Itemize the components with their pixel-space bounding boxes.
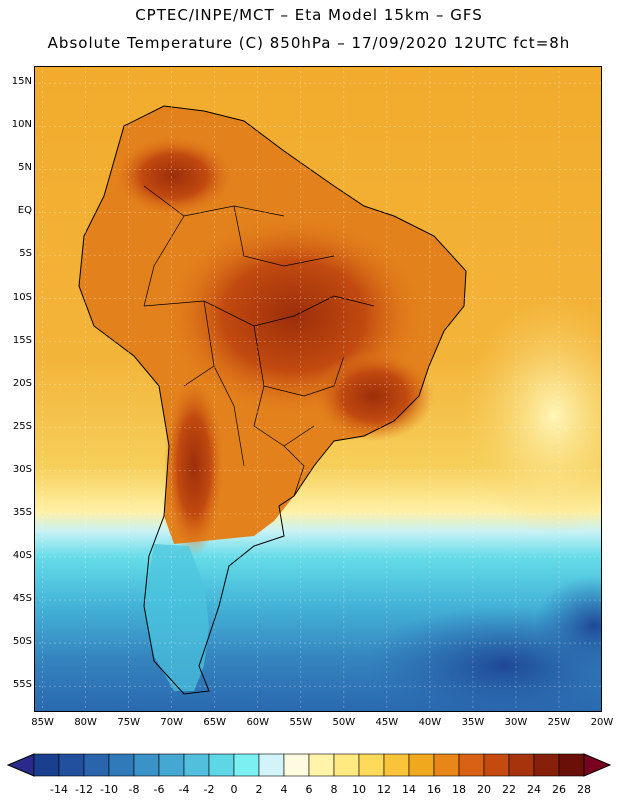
colorbar-tick-label: 8 bbox=[330, 783, 338, 796]
lon-label: 70W bbox=[160, 717, 183, 728]
heat-core-north bbox=[114, 136, 234, 216]
colorbar-tick-label: -2 bbox=[203, 783, 215, 796]
colorbar-high-arrow bbox=[583, 753, 612, 777]
colorbar-swatch bbox=[533, 753, 560, 777]
colorbar-tick-label: 20 bbox=[477, 783, 491, 796]
colorbar bbox=[6, 753, 612, 777]
colorbar-swatch bbox=[183, 753, 210, 777]
colorbar-tick-label: 24 bbox=[527, 783, 541, 796]
heat-core-southeast bbox=[314, 351, 434, 441]
lon-label: 35W bbox=[461, 717, 485, 728]
lat-label: 15N bbox=[11, 76, 32, 88]
colorbar-swatch bbox=[483, 753, 510, 777]
colorbar-tick-label: 6 bbox=[305, 783, 313, 796]
colorbar-swatch bbox=[158, 753, 185, 777]
colorbar-tick-label: 22 bbox=[502, 783, 516, 796]
lon-label: 50W bbox=[332, 717, 356, 728]
lat-label: 10N bbox=[11, 119, 32, 131]
colorbar-low-arrow bbox=[6, 753, 35, 777]
colorbar-swatch bbox=[408, 753, 435, 777]
lat-label: 5N bbox=[18, 162, 32, 174]
lat-label: 30S bbox=[12, 463, 32, 475]
colorbar-swatch bbox=[133, 753, 160, 777]
lat-label: 15S bbox=[12, 334, 32, 346]
colorbar-tick-label: 16 bbox=[427, 783, 441, 796]
lon-label: 40W bbox=[418, 717, 442, 728]
lon-label: 75W bbox=[117, 717, 140, 728]
heat-core-andes bbox=[164, 376, 224, 556]
lon-label: 55W bbox=[289, 717, 313, 728]
colorbar-tick-label: -10 bbox=[100, 783, 118, 796]
colorbar-swatch bbox=[433, 753, 460, 777]
country-borders bbox=[143, 185, 375, 497]
colorbar-tick-label: -14 bbox=[50, 783, 68, 796]
lon-label: 25W bbox=[547, 717, 571, 728]
colorbar-tick-label: 10 bbox=[352, 783, 366, 796]
colorbar-tick-label: -8 bbox=[128, 783, 140, 796]
map-frame bbox=[34, 66, 602, 712]
patagonia-land bbox=[144, 544, 209, 691]
colorbar-swatch bbox=[458, 753, 485, 777]
lat-label: 50S bbox=[12, 636, 32, 648]
colorbar-swatch bbox=[208, 753, 235, 777]
colorbar-swatch bbox=[383, 753, 410, 777]
lon-label: 20W bbox=[590, 717, 614, 728]
colorbar-swatch bbox=[508, 753, 535, 777]
lat-label: 5S bbox=[19, 248, 32, 260]
colorbar-tick-label: -4 bbox=[178, 783, 190, 796]
colorbar-tick-label: 0 bbox=[230, 783, 238, 796]
temperature-map bbox=[34, 66, 602, 712]
colorbar-tick-label: 12 bbox=[377, 783, 391, 796]
colorbar-tick-label: -12 bbox=[75, 783, 93, 796]
colorbar-swatch bbox=[308, 753, 335, 777]
lon-label: 85W bbox=[31, 717, 54, 728]
colorbar-swatch bbox=[58, 753, 85, 777]
lon-label: 80W bbox=[74, 717, 97, 728]
coastline bbox=[78, 105, 467, 695]
colorbar-tick-label: 14 bbox=[402, 783, 416, 796]
colorbar-tick-label: 2 bbox=[255, 783, 263, 796]
colorbar-swatch bbox=[558, 753, 585, 777]
warm-ocean-patch bbox=[464, 296, 602, 536]
lat-label: 20S bbox=[12, 377, 32, 389]
colorbar-tick-label: -6 bbox=[153, 783, 165, 796]
colorbar-swatch bbox=[233, 753, 260, 777]
colorbar-swatch bbox=[108, 753, 135, 777]
cold-pool-southeast bbox=[534, 576, 602, 676]
lat-label: 55S bbox=[12, 679, 32, 691]
title-line-2: Absolute Temperature (C) 850hPa – 17/09/… bbox=[47, 34, 571, 52]
lat-label: 25S bbox=[12, 420, 32, 432]
colorbar-swatch bbox=[358, 753, 385, 777]
colorbar-tick-label: 26 bbox=[552, 783, 566, 796]
lon-label: 65W bbox=[203, 717, 227, 728]
colorbar-tick-label: 4 bbox=[280, 783, 288, 796]
lon-label: 60W bbox=[246, 717, 270, 728]
lon-label: 30W bbox=[504, 717, 528, 728]
lat-label: 40S bbox=[12, 549, 32, 561]
lat-label: 10S bbox=[12, 291, 32, 303]
colorbar-swatch bbox=[33, 753, 60, 777]
colorbar-tick-label: 28 bbox=[577, 783, 591, 796]
title-line-1: CPTEC/INPE/MCT – Eta Model 15km – GFS bbox=[135, 6, 483, 24]
lat-label: 45S bbox=[12, 593, 32, 605]
lat-label: EQ bbox=[17, 205, 32, 217]
colorbar-tick-label: 18 bbox=[452, 783, 466, 796]
lat-label: 35S bbox=[12, 506, 32, 518]
colorbar-swatch bbox=[283, 753, 310, 777]
colorbar-swatch bbox=[333, 753, 360, 777]
lon-label: 45W bbox=[375, 717, 399, 728]
colorbar-swatch bbox=[83, 753, 110, 777]
colorbar-swatch bbox=[258, 753, 285, 777]
